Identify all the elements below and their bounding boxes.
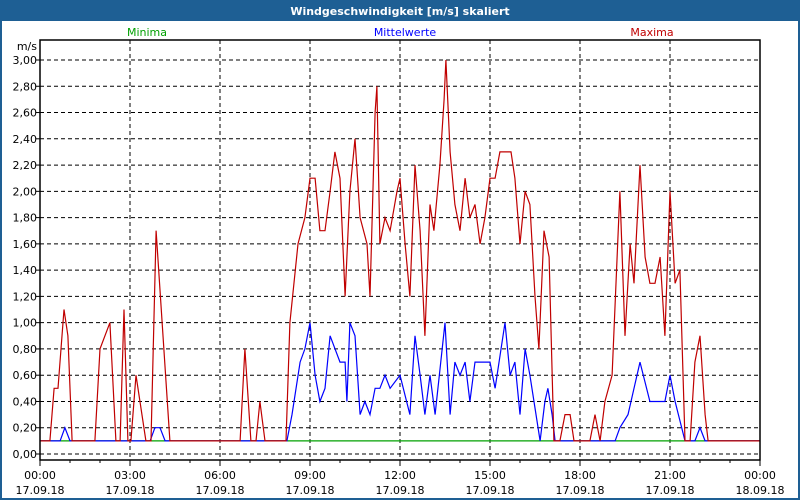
x-tick-date: 17.09.18 <box>466 484 515 497</box>
y-tick-label: 2,80 <box>13 80 38 93</box>
y-tick-label: 3,00 <box>13 54 38 67</box>
x-tick-date: 17.09.18 <box>646 484 695 497</box>
chart-area: 0,00 0,20 0,40 0,60 0,80 1,00 1,20 1,40 1,60 1,80… <box>2 21 798 498</box>
x-tick-date: 17.09.18 <box>376 484 425 497</box>
y-axis-label: m/s <box>17 40 37 53</box>
y-tick-label: 0,40 <box>13 395 38 408</box>
legend-item-mittelwerte: Mittelwerte <box>374 26 437 39</box>
x-tick-time: 03:00 <box>114 469 146 482</box>
window-title: Windgeschwindigkeit [m/s] skaliert <box>290 5 510 18</box>
y-tick-label: 0,60 <box>13 369 38 382</box>
x-tick-time: 09:00 <box>294 469 326 482</box>
y-tick-label: 2,40 <box>13 133 38 146</box>
y-tick-label: 1,80 <box>13 212 38 225</box>
legend-item-maxima: Maxima <box>630 26 673 39</box>
x-tick-time: 06:00 <box>204 469 236 482</box>
y-tick-label: 2,00 <box>13 185 38 198</box>
x-tick-time: 12:00 <box>384 469 416 482</box>
x-tick-date: 17.09.18 <box>286 484 335 497</box>
x-tick-date: 17.09.18 <box>106 484 155 497</box>
x-tick-time: 15:00 <box>474 469 506 482</box>
x-tick-time: 18:00 <box>564 469 596 482</box>
x-tick-time: 00:00 <box>744 469 776 482</box>
y-tick-label: 1,40 <box>13 264 38 277</box>
x-tick-date: 17.09.18 <box>196 484 245 497</box>
y-tick-label: 2,20 <box>13 159 38 172</box>
y-tick-label: 0,80 <box>13 343 38 356</box>
y-tick-label: 1,60 <box>13 238 38 251</box>
y-tick-label: 0,20 <box>13 422 38 435</box>
x-tick-date: 18.09.18 <box>736 484 785 497</box>
x-tick-date: 17.09.18 <box>556 484 605 497</box>
y-tick-label: 2,60 <box>13 107 38 120</box>
y-tick-label: 0,00 <box>13 448 38 461</box>
x-tick-date: 17.09.18 <box>16 484 65 497</box>
series-line-mittelwerte <box>40 322 760 442</box>
x-tick-time: 21:00 <box>654 469 686 482</box>
x-tick-time: 00:00 <box>24 469 56 482</box>
legend-item-minima: Minima <box>127 26 167 39</box>
y-tick-label: 1,00 <box>13 317 38 330</box>
y-tick-label: 1,20 <box>13 290 38 303</box>
plot-frame <box>39 39 761 461</box>
series-line-maxima <box>40 59 760 442</box>
